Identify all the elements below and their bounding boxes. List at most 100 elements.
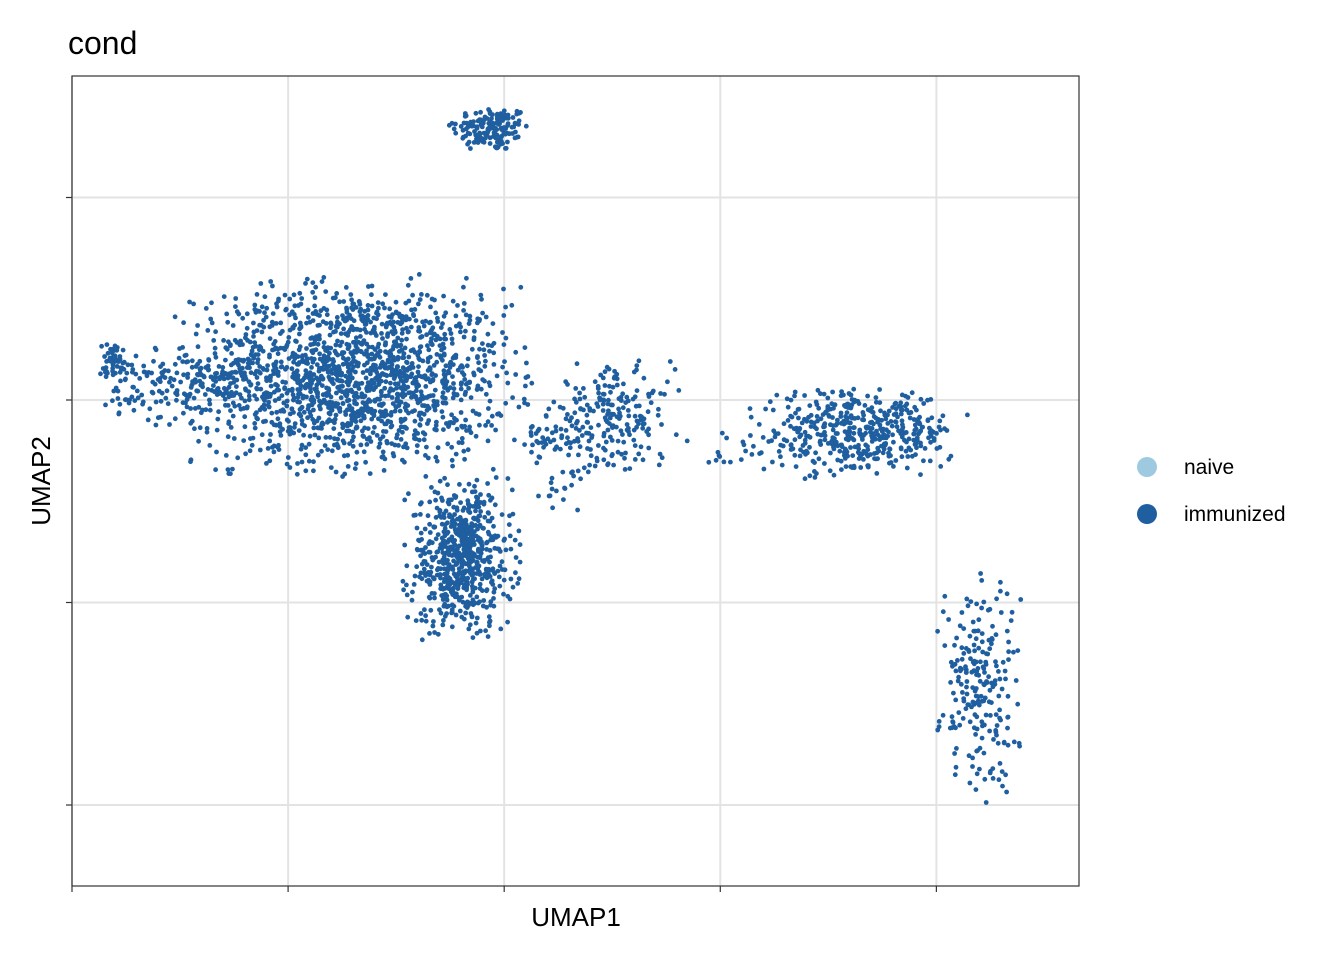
point-1604 (226, 471, 232, 476)
point-923 (172, 314, 178, 320)
point-1439 (243, 451, 249, 457)
point-142 (503, 145, 509, 151)
point-163 (433, 310, 439, 316)
point-1594 (344, 361, 350, 367)
point-365 (443, 336, 449, 342)
point-2739 (667, 359, 673, 364)
point-1758 (469, 346, 475, 352)
point-337 (204, 426, 210, 431)
point-1842 (354, 424, 360, 430)
y-axis-label: UMAP2 (26, 436, 56, 526)
point-3347 (804, 418, 810, 424)
point-3664 (547, 493, 553, 499)
point-540 (244, 325, 250, 331)
point-2665 (458, 524, 464, 530)
point-1948 (117, 401, 123, 407)
point-402 (349, 389, 355, 395)
point-1788 (357, 309, 363, 314)
point-326 (282, 292, 288, 298)
point-3423 (1005, 742, 1011, 748)
point-1021 (390, 401, 396, 406)
point-1017 (371, 362, 376, 368)
point-1738 (327, 350, 332, 356)
point-919 (362, 326, 367, 332)
point-1127 (441, 313, 447, 319)
point-251 (490, 321, 496, 326)
point-1515 (392, 442, 398, 448)
point-1718 (510, 395, 515, 400)
point-3174 (898, 411, 904, 417)
point-3131 (869, 439, 875, 444)
point-1277 (273, 321, 279, 326)
point-3351 (795, 429, 801, 435)
point-2353 (445, 499, 451, 505)
point-1720 (440, 378, 445, 384)
point-1715 (349, 360, 354, 366)
point-130 (458, 124, 464, 129)
point-2907 (594, 458, 600, 464)
point-1108 (241, 438, 247, 443)
point-3641 (575, 507, 580, 513)
point-1742 (335, 401, 341, 407)
point-2979 (883, 416, 889, 422)
point-3183 (881, 446, 887, 452)
point-1777 (451, 420, 456, 426)
point-1747 (367, 356, 373, 362)
point-94 (523, 123, 529, 129)
point-654 (188, 385, 194, 390)
point-3313 (904, 465, 910, 471)
point-1389 (335, 319, 340, 325)
point-819 (428, 319, 433, 325)
point-2709 (480, 558, 485, 564)
point-710 (291, 359, 296, 365)
point-3560 (1006, 649, 1011, 655)
point-1649 (450, 374, 455, 379)
point-3228 (792, 437, 798, 443)
point-1396 (354, 449, 360, 455)
point-3453 (976, 702, 982, 708)
point-2870 (601, 397, 607, 403)
point-1805 (385, 334, 390, 339)
point-2112 (451, 558, 456, 564)
point-412 (441, 293, 446, 299)
point-3230 (751, 443, 756, 449)
point-1787 (475, 355, 480, 361)
point-3639 (769, 438, 774, 444)
point-1593 (271, 449, 277, 455)
point-3644 (561, 497, 566, 502)
point-1143 (414, 443, 420, 448)
point-2563 (485, 481, 490, 486)
point-1694 (442, 331, 448, 337)
point-2806 (592, 463, 598, 469)
point-2544 (516, 528, 522, 534)
point-1689 (516, 404, 522, 410)
point-1213 (349, 367, 354, 373)
point-1399 (393, 299, 399, 305)
point-2001 (169, 383, 175, 389)
point-1707 (291, 292, 297, 298)
point-209 (461, 334, 467, 340)
point-3403 (1004, 628, 1010, 634)
point-1376 (308, 336, 314, 341)
point-2592 (442, 613, 448, 619)
point-3083 (858, 465, 864, 470)
point-1085 (393, 404, 399, 410)
point-2528 (474, 615, 480, 621)
point-1939 (255, 360, 260, 366)
point-2593 (442, 541, 447, 547)
point-1259 (441, 372, 447, 377)
point-1528 (352, 383, 358, 389)
point-2562 (437, 572, 443, 577)
point-2771 (672, 367, 678, 372)
point-3057 (798, 447, 803, 453)
point-113 (473, 132, 479, 138)
point-3002 (793, 410, 798, 416)
point-1692 (473, 433, 479, 439)
point-2225 (414, 546, 420, 552)
point-3003 (928, 397, 934, 402)
point-1509 (315, 391, 320, 397)
point-2294 (475, 526, 480, 532)
point-2924 (890, 432, 895, 438)
point-1241 (414, 388, 419, 394)
point-2569 (466, 563, 472, 569)
